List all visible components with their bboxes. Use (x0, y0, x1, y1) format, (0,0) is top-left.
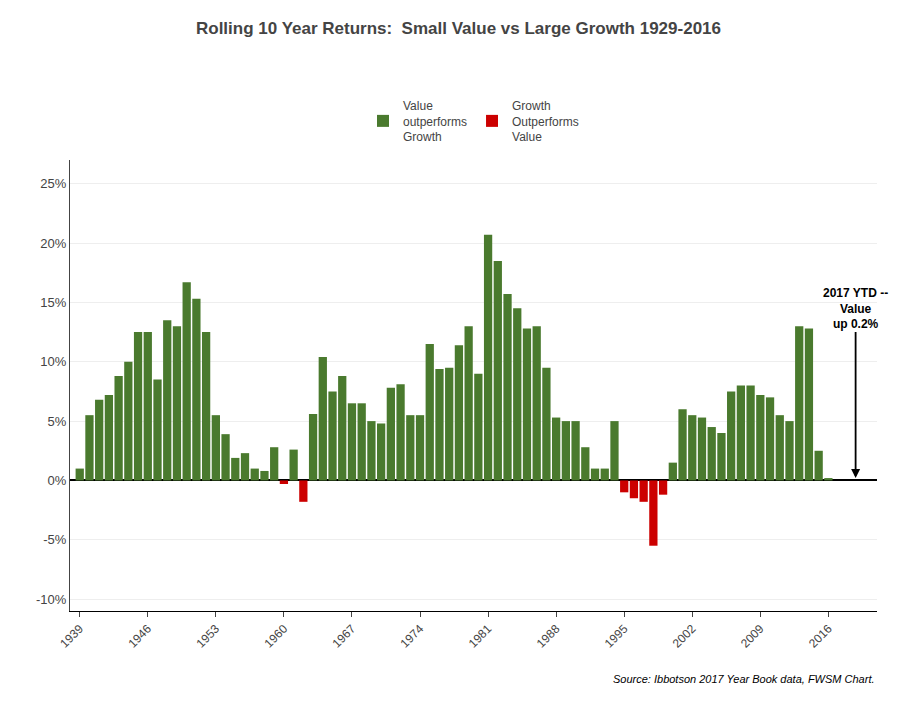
svg-text:20%: 20% (40, 236, 66, 251)
svg-text:1939: 1939 (57, 622, 86, 651)
svg-text:2017 YTD --Valueup 0.2%: 2017 YTD --Valueup 0.2% (823, 286, 888, 331)
svg-text:2009: 2009 (738, 622, 767, 651)
svg-text:1953: 1953 (193, 622, 222, 651)
svg-text:1988: 1988 (534, 622, 563, 651)
svg-text:10%: 10% (40, 354, 66, 369)
svg-text:ValueoutperformsGrowth: ValueoutperformsGrowth (403, 99, 467, 144)
svg-text:25%: 25% (40, 176, 66, 191)
svg-text:-5%: -5% (43, 532, 67, 547)
svg-text:1974: 1974 (398, 622, 427, 651)
svg-text:2016: 2016 (806, 622, 835, 651)
svg-text:GrowthOutperformsValue: GrowthOutperformsValue (512, 99, 579, 144)
svg-text:-10%: -10% (36, 592, 67, 607)
svg-text:Source: Ibbotson 2017 Year Boo: Source: Ibbotson 2017 Year Book data, FW… (613, 673, 875, 685)
svg-text:1946: 1946 (125, 622, 154, 651)
svg-text:1981: 1981 (466, 622, 495, 651)
svg-text:1995: 1995 (602, 622, 631, 651)
svg-text:15%: 15% (40, 295, 66, 310)
svg-text:1960: 1960 (261, 622, 290, 651)
svg-text:Rolling 10 Year Returns: Smal: Rolling 10 Year Returns: Small Value vs … (196, 19, 721, 38)
svg-text:0%: 0% (48, 473, 67, 488)
svg-text:5%: 5% (48, 414, 67, 429)
svg-text:2002: 2002 (670, 622, 699, 651)
svg-text:1967: 1967 (330, 622, 359, 651)
